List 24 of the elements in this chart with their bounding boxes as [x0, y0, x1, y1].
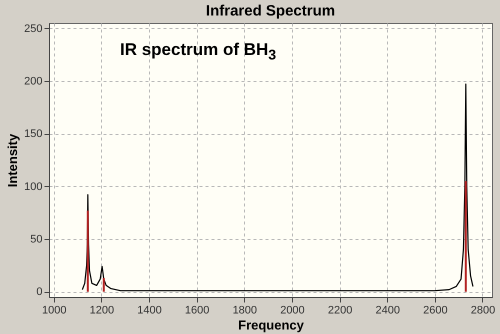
y-tick-label: 200 [24, 75, 42, 88]
bar [464, 181, 467, 292]
x-tick-label: 2400 [375, 304, 400, 316]
bar [86, 210, 89, 292]
annotation: IR spectrum of BH$_{3}$ [120, 40, 276, 64]
x-tick-label: 1800 [232, 304, 258, 316]
x-tick-label: 1600 [184, 304, 210, 316]
bar [102, 278, 105, 292]
x-tick-label: 1000 [42, 304, 67, 316]
line-series [82, 84, 474, 292]
x-tick-label: 2000 [280, 304, 305, 316]
x-tick-label: 1400 [137, 304, 162, 316]
x-axis-title: Frequency [238, 318, 305, 332]
y-tick-label: 0 [36, 286, 42, 298]
x-tick-label: 2200 [328, 304, 352, 316]
x-tick-label: 1200 [90, 304, 114, 316]
y-axis-title: Intensity [5, 133, 20, 188]
y-tick-label: 250 [24, 22, 42, 35]
y-tick-label: 50 [30, 234, 42, 246]
chart-title: Infrared Spectrum [206, 2, 336, 20]
y-tick-label: 150 [24, 128, 42, 140]
y-tick-label: 100 [24, 180, 42, 193]
x-tick-label: 2600 [423, 304, 448, 316]
x-tick-label: 2800 [470, 304, 496, 316]
